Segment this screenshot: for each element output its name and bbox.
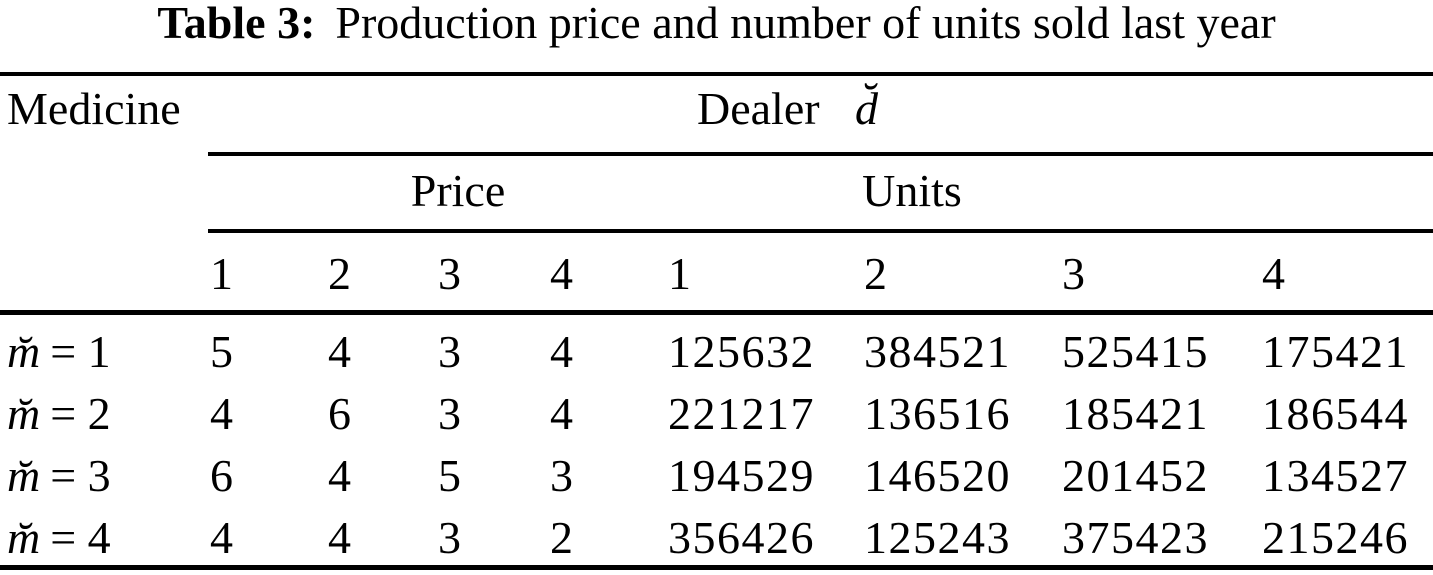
- cell-price: 4: [550, 388, 573, 439]
- cell-price: 6: [328, 388, 351, 439]
- rule-under-subgroups: [208, 229, 1433, 233]
- cell-units: 125632: [668, 326, 815, 377]
- cell-price: 4: [210, 512, 233, 563]
- column-number-price-1: 1: [210, 248, 233, 299]
- cell-price: 5: [438, 450, 461, 501]
- cell-price: 4: [328, 326, 351, 377]
- medicine-symbol: m̆: [7, 388, 41, 439]
- cell-units: 375423: [1062, 512, 1209, 563]
- cell-price: 2: [550, 512, 573, 563]
- cell-price: 4: [210, 388, 233, 439]
- cell-price: 4: [328, 512, 351, 563]
- column-number-price-2: 2: [328, 248, 351, 299]
- table-caption: Table 3: Production price and number of u…: [0, 0, 1433, 46]
- column-number-units-2: 2: [864, 248, 887, 299]
- column-number-units-3: 3: [1062, 248, 1085, 299]
- row-label-rest: = 1: [50, 326, 111, 377]
- column-number-units-4: 4: [1262, 248, 1285, 299]
- cell-price: 4: [550, 326, 573, 377]
- row-label-rest: = 4: [50, 512, 111, 563]
- cell-price: 6: [210, 450, 233, 501]
- rule-above-body: [0, 310, 1433, 315]
- cell-price: 3: [550, 450, 573, 501]
- cell-units: 201452: [1062, 450, 1209, 501]
- cell-units: 136516: [864, 388, 1011, 439]
- cell-units: 384521: [864, 326, 1011, 377]
- caption-label: Table 3:: [157, 0, 316, 48]
- row-label-rest: = 2: [50, 388, 111, 439]
- cell-price: 4: [328, 450, 351, 501]
- column-number-price-4: 4: [550, 248, 573, 299]
- cell-price: 3: [438, 512, 461, 563]
- cell-units: 356426: [668, 512, 815, 563]
- cell-units: 221217: [668, 388, 815, 439]
- cell-units: 146520: [864, 450, 1011, 501]
- column-header-dealer-word: Dealer: [697, 83, 820, 134]
- cell-price: 3: [438, 388, 461, 439]
- cell-units: 175421: [1262, 326, 1409, 377]
- cell-units: 125243: [864, 512, 1011, 563]
- column-number-price-3: 3: [438, 248, 461, 299]
- cell-price: 3: [438, 326, 461, 377]
- rule-top: [0, 72, 1433, 76]
- medicine-symbol: m̆: [7, 512, 41, 563]
- column-group-units: Units: [862, 165, 962, 216]
- cell-units: 215246: [1262, 512, 1409, 563]
- cell-units: 134527: [1262, 450, 1409, 501]
- row-label-rest: = 3: [50, 450, 111, 501]
- column-group-price: Price: [410, 165, 506, 216]
- cell-units: 194529: [668, 450, 815, 501]
- column-header-medicine: Medicine: [7, 83, 181, 134]
- rule-under-dealer: [208, 152, 1433, 156]
- medicine-symbol: m̆: [7, 450, 41, 501]
- rule-bottom: [0, 565, 1433, 570]
- cell-units: 185421: [1062, 388, 1209, 439]
- row-label: m̆ = 3: [7, 453, 111, 499]
- row-label: m̆ = 2: [7, 391, 111, 437]
- cell-price: 5: [210, 326, 233, 377]
- caption-text: Production price and number of units sol…: [335, 0, 1276, 48]
- cell-units: 525415: [1062, 326, 1209, 377]
- column-header-dealer-symbol: d̆: [855, 83, 878, 134]
- column-number-units-1: 1: [668, 248, 691, 299]
- row-label: m̆ = 4: [7, 515, 111, 561]
- cell-units: 186544: [1262, 388, 1409, 439]
- medicine-symbol: m̆: [7, 326, 41, 377]
- row-label: m̆ = 1: [7, 329, 111, 375]
